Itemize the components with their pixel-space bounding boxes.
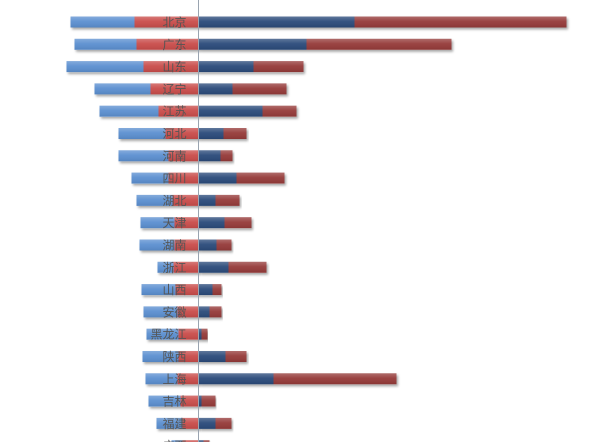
category-tick-label: 陕西: [162, 349, 186, 364]
category-tick-label: 天津: [162, 216, 186, 230]
category-tick-label: 湖南: [162, 238, 186, 253]
left-bar-gloss: [139, 239, 199, 251]
category-tick-label: 吉林: [162, 395, 186, 409]
category-tick-label: 福建: [162, 416, 186, 431]
right-bar-gloss: [198, 395, 216, 407]
right-bar-gloss: [198, 150, 233, 162]
category-tick-label: 上海: [162, 371, 186, 386]
right-bar-gloss: [198, 38, 452, 50]
right-bar-gloss: [198, 105, 297, 117]
left-bar-gloss: [131, 172, 199, 184]
left-bar-gloss: [142, 351, 199, 362]
left-bar-gloss: [146, 328, 199, 340]
left-bar-gloss: [140, 217, 199, 229]
right-bar-gloss: [198, 261, 267, 273]
category-tick-label: 山西: [162, 283, 186, 297]
category-tick-label: 黑龙江: [150, 328, 186, 342]
right-bar-gloss: [198, 128, 247, 139]
category-tick-label: 辽宁: [162, 81, 186, 96]
category-tick-label: 广东: [162, 38, 186, 52]
category-tick-label: 四川: [162, 172, 186, 186]
category-tick-label: 河北: [162, 127, 186, 141]
right-bar-gloss: [198, 328, 208, 340]
category-tick-label: 河南: [162, 148, 186, 163]
bars-layer: [66, 16, 567, 442]
right-bar-gloss: [198, 217, 252, 229]
right-bar-gloss: [198, 417, 232, 429]
left-bar-gloss: [145, 373, 199, 385]
left-bar-gloss: [143, 306, 199, 318]
category-tick-label: 广西: [162, 439, 186, 442]
left-bar-gloss: [157, 261, 199, 273]
category-tick-label: 江苏: [162, 105, 186, 119]
category-tick-label: 湖北: [162, 193, 186, 208]
right-bar-gloss: [198, 16, 567, 28]
right-bar-gloss: [198, 440, 210, 442]
left-bar-gloss: [118, 128, 199, 139]
right-bar-gloss: [198, 239, 232, 251]
left-bar-gloss: [70, 16, 199, 28]
right-bar-gloss: [198, 373, 397, 385]
right-bar-gloss: [198, 83, 287, 95]
left-bar-gloss: [66, 61, 199, 73]
right-bar-gloss: [198, 306, 222, 318]
category-labels: 北京广东山东辽宁江苏河北河南四川湖北天津湖南浙江山西安徽黑龙江陕西上海吉林福建广…: [150, 16, 186, 442]
left-bar-gloss: [118, 150, 199, 162]
left-bar-gloss: [171, 440, 199, 442]
right-bar-gloss: [198, 284, 222, 296]
left-bar-gloss: [156, 417, 199, 429]
right-bar-gloss: [198, 61, 304, 73]
right-bar-gloss: [198, 172, 285, 184]
left-bar-gloss: [136, 194, 199, 206]
left-bar-gloss: [99, 105, 199, 117]
right-bar-gloss: [198, 351, 247, 362]
category-tick-label: 安徽: [162, 304, 186, 319]
category-tick-label: 浙江: [162, 261, 186, 275]
left-bar-gloss: [94, 83, 199, 95]
category-tick-label: 山东: [162, 60, 186, 74]
left-bar-gloss: [141, 284, 199, 296]
left-bar-gloss: [74, 38, 199, 50]
right-bar-gloss: [198, 194, 240, 206]
left-bar-gloss: [148, 395, 199, 407]
category-tick-label: 北京: [162, 16, 186, 30]
